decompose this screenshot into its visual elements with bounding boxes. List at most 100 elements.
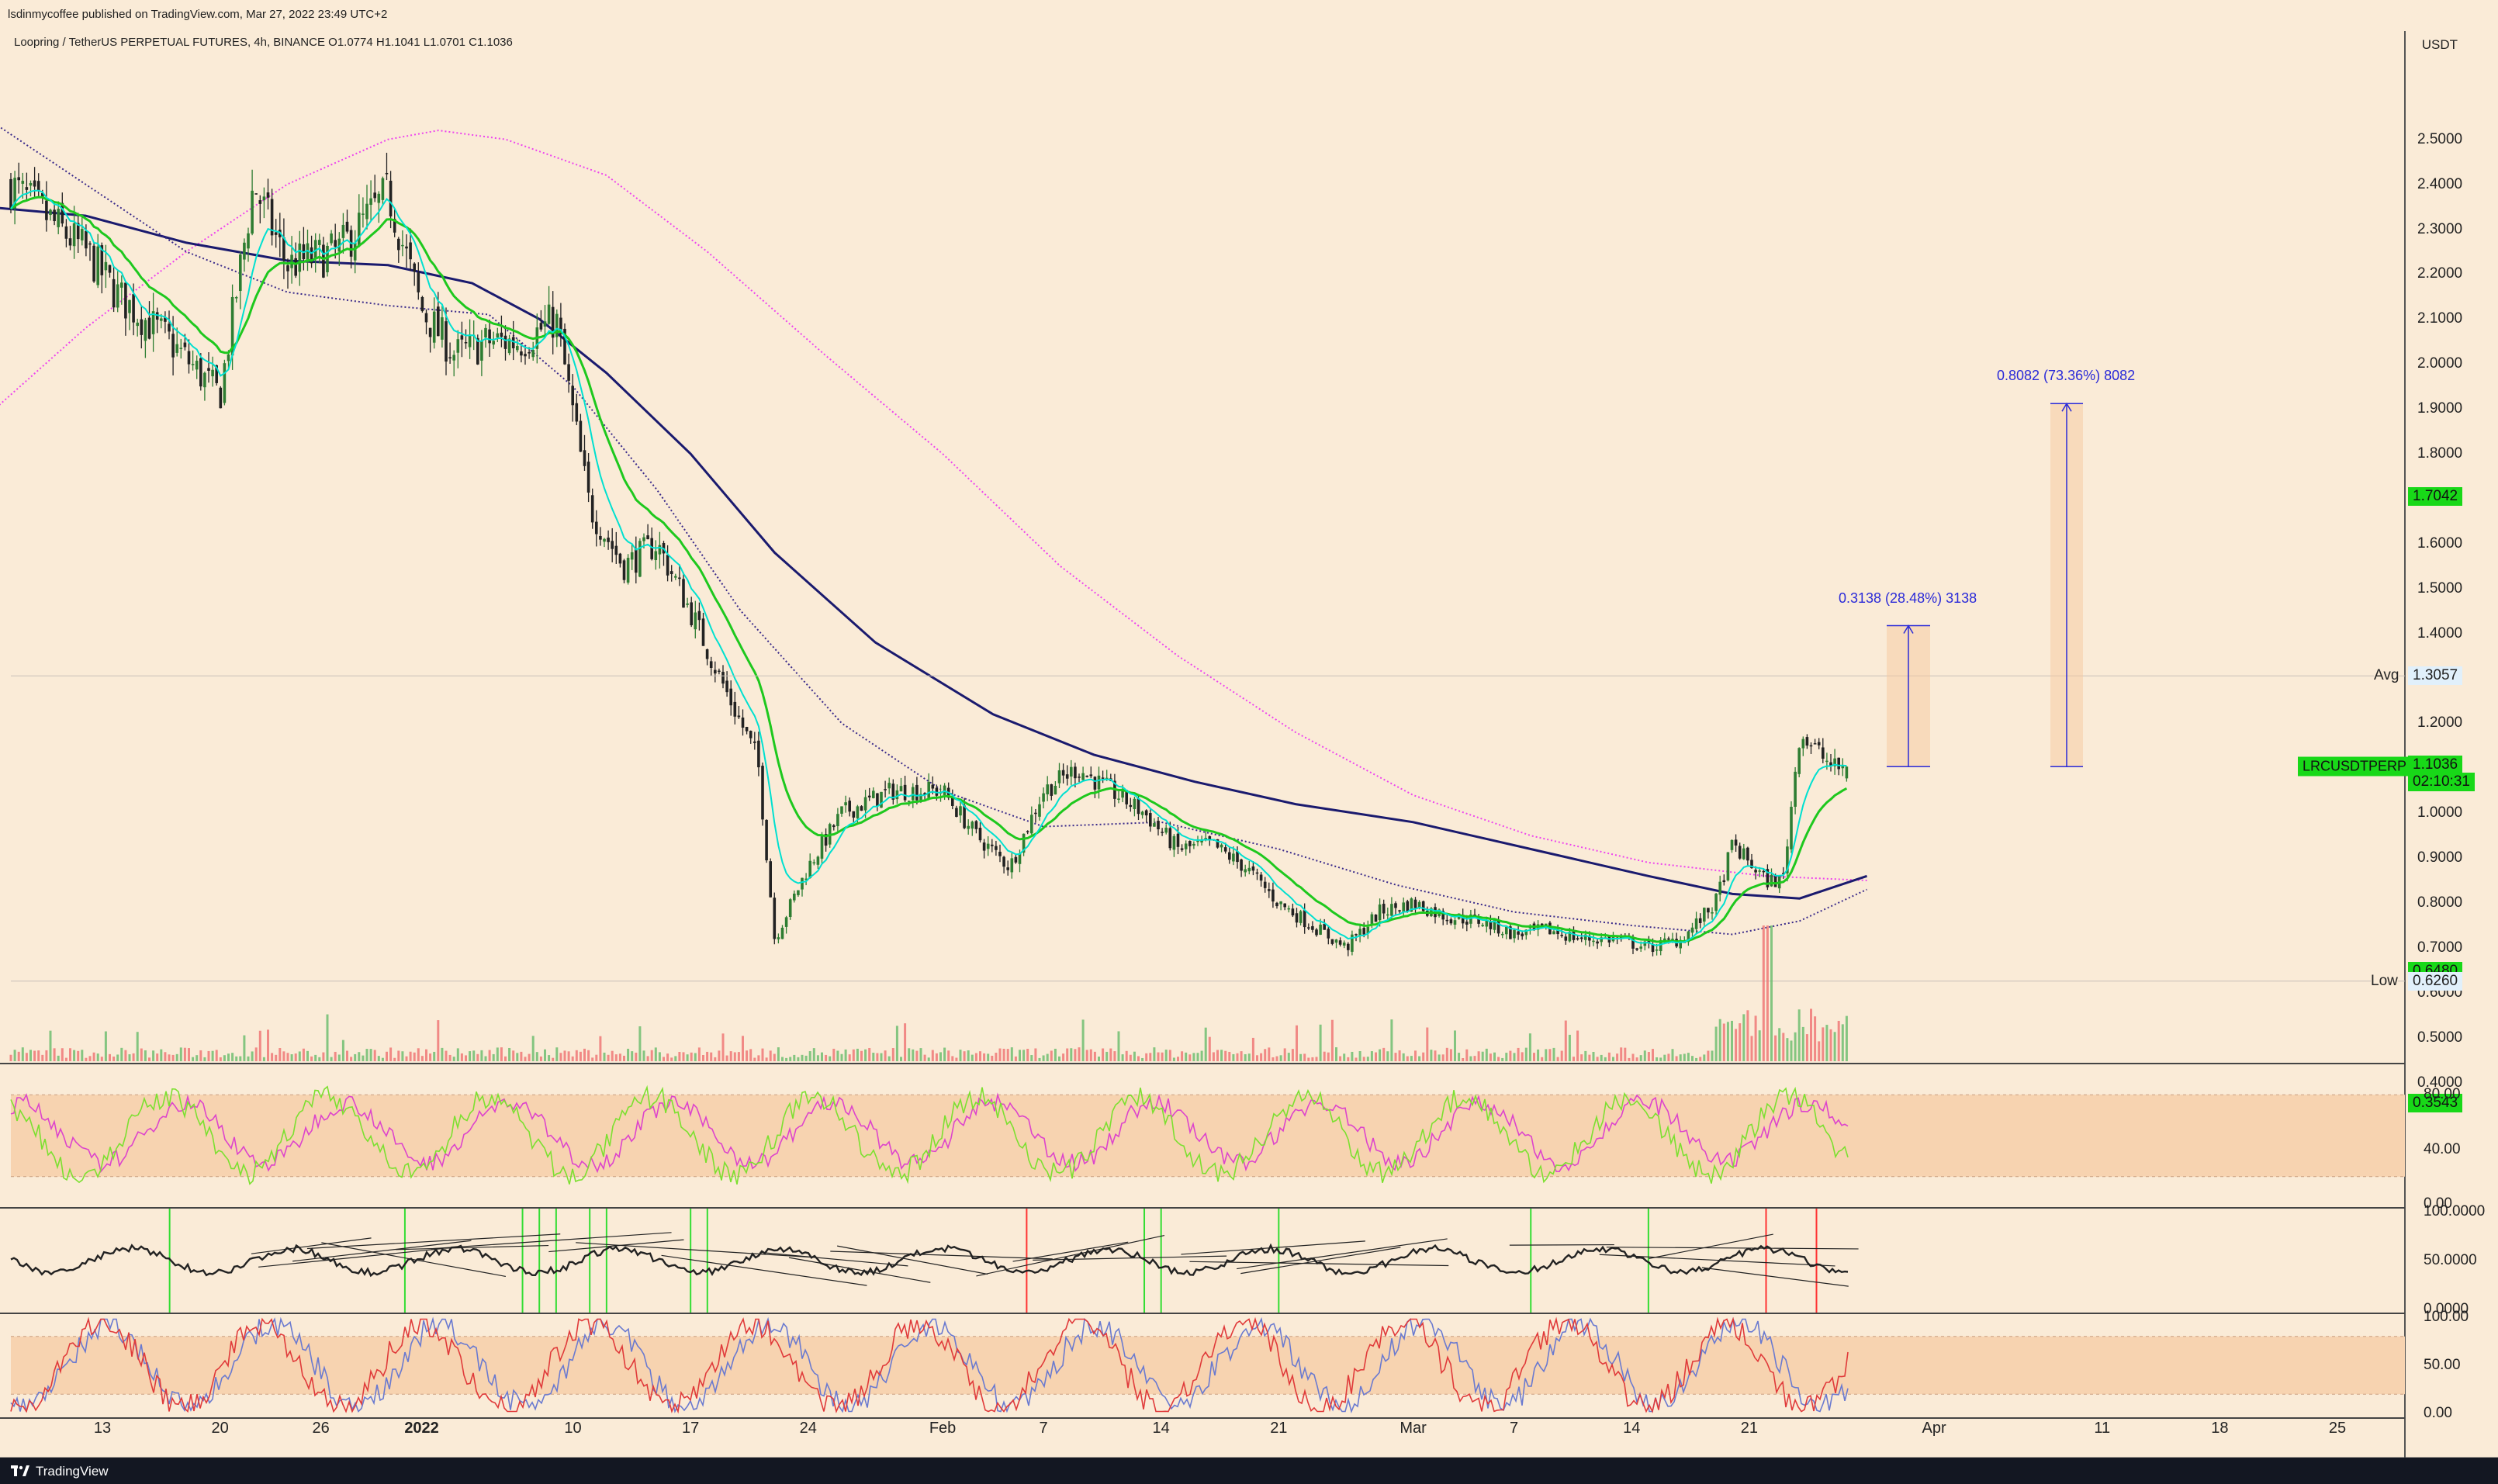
volume-bar — [302, 1048, 305, 1061]
price-candle-body — [1223, 847, 1227, 852]
volume-bar — [45, 1050, 48, 1061]
volume-bar — [1347, 1057, 1350, 1061]
price-candle-body — [413, 263, 416, 272]
volume-bar — [1030, 1055, 1033, 1061]
price-candle-body — [1552, 931, 1555, 935]
price-candle-body — [907, 801, 911, 802]
price-candle-body — [1334, 939, 1338, 943]
volume-bar — [1770, 925, 1773, 1061]
price-candle-body — [586, 462, 590, 493]
volume-bar — [603, 1052, 606, 1061]
price-candle-body — [1441, 911, 1444, 920]
price-candle-body — [642, 537, 645, 541]
volume-bar — [848, 1054, 851, 1061]
price-candle-body — [1540, 923, 1544, 926]
volume-bar — [1157, 1052, 1160, 1061]
price-candle-body — [1417, 901, 1421, 908]
volume-bar — [1652, 1049, 1654, 1061]
price-candle-body — [955, 808, 958, 817]
price-candle-body — [492, 341, 495, 345]
price-candle-body — [1014, 856, 1018, 863]
volume-bar — [789, 1057, 792, 1061]
price-candle-body — [1342, 943, 1346, 946]
price-candle-body — [1089, 774, 1093, 777]
price-candle-body — [45, 200, 48, 220]
volume-bar — [1580, 1054, 1583, 1061]
price-candle-body — [365, 203, 368, 220]
price-candle-body — [880, 791, 883, 808]
volume-bar — [1200, 1050, 1203, 1061]
volume-bar — [254, 1047, 258, 1061]
volume-bar — [1545, 1049, 1548, 1061]
price-candle-body — [1362, 928, 1365, 935]
price-candle-body — [72, 223, 76, 247]
price-candle-body — [1149, 813, 1152, 827]
volume-bar — [358, 1052, 361, 1061]
price-candle-body — [17, 177, 20, 181]
volume-bar — [840, 1053, 843, 1061]
price-candle-body — [270, 199, 274, 236]
price-candle-body — [334, 240, 337, 247]
volume-bar — [258, 1030, 261, 1061]
volume-bar — [1829, 1029, 1832, 1061]
volume-bar — [635, 1052, 638, 1061]
volume-bar — [1196, 1053, 1199, 1061]
price-candle-body — [1421, 901, 1425, 912]
volume-bar — [607, 1054, 610, 1061]
price-candle-body — [104, 261, 108, 271]
price-candle-body — [891, 784, 895, 800]
volume-bar — [346, 1050, 348, 1061]
price-candle-body — [183, 342, 187, 348]
price-candle-body — [215, 365, 218, 383]
volume-bar — [1244, 1053, 1247, 1061]
volume-bar — [49, 1030, 52, 1061]
price-candle-body — [1192, 843, 1195, 846]
price-candle-body — [1196, 840, 1199, 842]
price-candle-body — [1247, 867, 1251, 872]
price-candle-body — [824, 834, 828, 846]
price-candle-body — [345, 221, 349, 232]
price-candle-body — [1327, 929, 1330, 939]
volume-bar — [1311, 1057, 1314, 1061]
volume-bar — [1133, 1051, 1136, 1061]
volume-bar — [1822, 1027, 1825, 1061]
volume-bar — [334, 1051, 337, 1061]
volume-bar — [1066, 1048, 1069, 1061]
volume-bar — [1283, 1048, 1286, 1061]
volume-bar — [1675, 1056, 1678, 1061]
price-candle-body — [1006, 867, 1009, 870]
volume-bar — [420, 1056, 424, 1061]
cyan-ema-line — [10, 189, 1847, 946]
volume-bar — [631, 1051, 634, 1061]
volume-bar — [1232, 1053, 1235, 1061]
price-candle-body — [234, 297, 238, 299]
volume-bar — [1343, 1053, 1346, 1061]
volume-bar — [769, 1050, 772, 1061]
trend-line — [1012, 1241, 1129, 1262]
volume-bar — [1778, 1028, 1781, 1061]
volume-bar — [583, 1048, 586, 1061]
volume-bar — [654, 1047, 657, 1061]
price-candle-body — [381, 178, 385, 200]
volume-bar — [1102, 1048, 1105, 1061]
price-candle-body — [1275, 902, 1278, 907]
price-candle-body — [195, 361, 199, 370]
price-candle-body — [1805, 737, 1809, 746]
price-candle-body — [1065, 774, 1069, 779]
volume-bar — [1358, 1051, 1361, 1061]
volume-bar — [571, 1056, 574, 1061]
price-candle-body — [1133, 798, 1137, 810]
volume-bar — [354, 1053, 357, 1061]
price-candle-body — [658, 545, 662, 555]
price-candle-body — [899, 786, 903, 792]
price-candle-body — [9, 178, 12, 209]
trend-line — [1237, 1238, 1448, 1270]
price-candle-body — [872, 790, 875, 798]
volume-bar — [674, 1056, 677, 1061]
volume-bar — [1814, 1016, 1817, 1061]
price-candle-body — [654, 551, 658, 561]
price-candle-body — [714, 669, 717, 674]
volume-bar — [935, 1053, 938, 1061]
price-candle-body — [567, 364, 570, 381]
